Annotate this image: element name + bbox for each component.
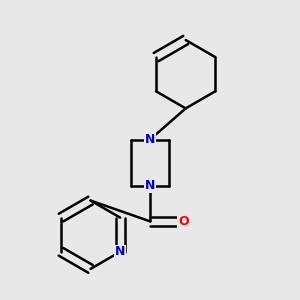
- Text: N: N: [145, 179, 155, 192]
- Text: N: N: [115, 245, 125, 258]
- Text: O: O: [178, 215, 189, 228]
- Text: N: N: [145, 133, 155, 146]
